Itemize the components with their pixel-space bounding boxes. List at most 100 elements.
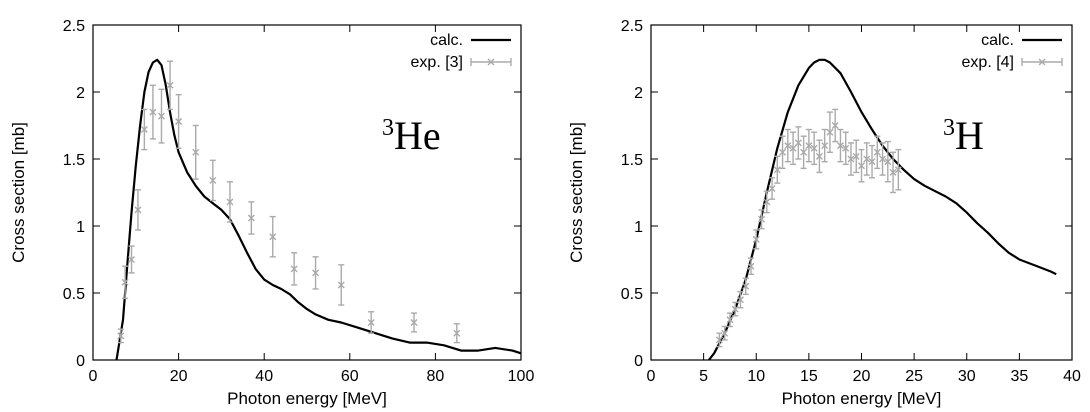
y-tick-label: 0.5: [63, 286, 85, 303]
data-point: [140, 108, 148, 151]
legend-swatch-marker: [487, 58, 495, 66]
nuclide-mass-number: 3: [382, 115, 394, 141]
marker: [726, 316, 734, 324]
marker: [815, 152, 823, 160]
x-tick-label: 5: [699, 368, 708, 385]
marker: [175, 117, 183, 125]
data-point: [337, 264, 345, 306]
nuclide-mass-number: 3: [943, 115, 955, 141]
data-point: [773, 155, 781, 184]
data-point: [810, 131, 818, 166]
marker: [847, 155, 855, 163]
marker: [715, 336, 723, 344]
data-point: [836, 128, 844, 163]
legend-label: calc.: [430, 32, 463, 49]
y-tick-label: 2: [634, 85, 643, 102]
data-point: [815, 139, 823, 174]
y-axis-label: Cross section [mb]: [567, 122, 586, 263]
marker: [858, 162, 865, 170]
data-point: [826, 111, 834, 154]
marker: [800, 148, 808, 156]
data-point: [884, 140, 892, 183]
marker: [128, 256, 136, 263]
y-axis-label: Cross section [mb]: [9, 122, 28, 263]
marker: [831, 122, 839, 129]
data-point: [192, 124, 200, 180]
marker: [410, 318, 418, 326]
data-point: [312, 256, 320, 290]
nuclide-annotation: 3He: [382, 113, 441, 158]
data-point: [367, 311, 375, 334]
data-point: [889, 151, 897, 194]
marker: [826, 128, 834, 136]
x-tick-label: 40: [1063, 368, 1081, 385]
marker: [752, 235, 760, 243]
data-point: [894, 148, 902, 191]
marker: [873, 148, 881, 156]
data-point: [779, 135, 787, 170]
data-point: [736, 290, 744, 309]
data-point: [226, 181, 234, 223]
marker: [789, 144, 797, 152]
chart-2: 0 5 10 15 20 25 30 35 40 0 0.5 1 1.5 2 2.5 Photon energ…: [567, 18, 1081, 408]
y-tick-label: 0.5: [621, 286, 643, 303]
x-tick-label: 30: [958, 368, 976, 385]
x-tick-label: 0: [89, 368, 98, 385]
data-point: [209, 159, 217, 202]
x-tick-label: 15: [800, 368, 818, 385]
x-tick-label: 100: [508, 368, 535, 385]
legend-label: calc.: [981, 32, 1014, 49]
x-tick-label: 25: [905, 368, 923, 385]
plot-frame: [92, 24, 522, 361]
marker: [763, 198, 771, 206]
nuclide-symbol: H: [955, 113, 984, 158]
data-point: [269, 215, 277, 258]
y-tick-label: 0: [634, 353, 643, 370]
marker: [731, 305, 739, 313]
marker: [810, 144, 818, 152]
x-tick-label: 35: [1010, 368, 1028, 385]
x-tick-label: 20: [170, 368, 188, 385]
data-point: [879, 142, 887, 176]
nuclide-annotation: 3H: [943, 113, 984, 158]
data-point: [128, 245, 136, 274]
series-exp: [117, 60, 461, 344]
legend-label: exp. [3]: [411, 54, 463, 71]
legend-swatch-marker: [1038, 58, 1046, 66]
marker: [821, 142, 829, 150]
marker: [209, 176, 217, 184]
data-point: [873, 135, 881, 170]
y-tick-label: 1.5: [621, 152, 643, 169]
data-point: [742, 277, 750, 296]
data-point: [784, 128, 792, 163]
marker: [784, 142, 792, 150]
marker: [736, 296, 744, 304]
nuclide-symbol: He: [394, 113, 441, 158]
marker: [226, 198, 234, 206]
data-point: [758, 209, 766, 230]
marker: [166, 81, 174, 89]
legend: calc. exp. [3]: [411, 32, 512, 71]
data-point: [134, 189, 142, 231]
marker: [794, 139, 802, 147]
marker: [721, 329, 729, 337]
marker: [884, 158, 892, 166]
marker: [134, 206, 142, 214]
data-point: [166, 60, 174, 111]
data-point: [117, 328, 125, 344]
y-tick-label: 2: [76, 85, 85, 102]
y-tick-label: 2.5: [63, 18, 85, 35]
x-axis-label: Photon energy [MeV]: [782, 389, 942, 408]
marker: [768, 184, 776, 192]
data-point: [868, 144, 876, 179]
data-point: [149, 84, 157, 140]
data-point: [831, 108, 839, 143]
marker: [805, 142, 813, 150]
marker: [863, 155, 871, 163]
marker: [868, 158, 876, 166]
marker: [140, 126, 148, 134]
data-point: [721, 325, 729, 341]
y-tick-label: 0: [76, 353, 85, 370]
marker: [773, 166, 781, 174]
marker: [453, 329, 461, 337]
